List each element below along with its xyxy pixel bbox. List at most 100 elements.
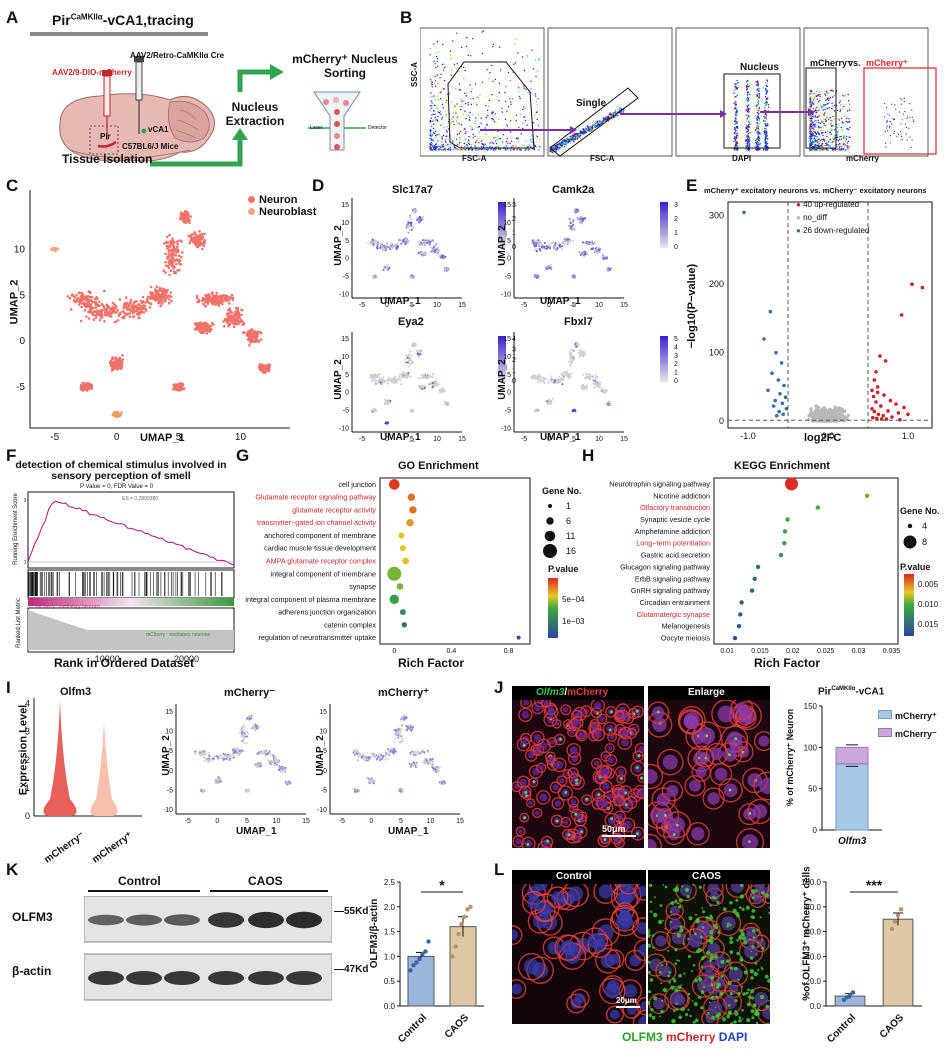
flow-event bbox=[476, 104, 478, 106]
flow-event bbox=[445, 115, 447, 117]
flow-ylabel: SSC-A bbox=[409, 62, 419, 87]
flow-event bbox=[537, 125, 540, 128]
flow-event bbox=[833, 110, 836, 112]
flow-event bbox=[442, 43, 444, 46]
flow-event bbox=[813, 128, 815, 131]
flow-event bbox=[432, 147, 435, 149]
flow-event bbox=[441, 137, 443, 139]
c-ytick: 10 bbox=[14, 245, 26, 256]
c-cell bbox=[166, 264, 170, 268]
flow-event bbox=[463, 100, 465, 102]
flow-event bbox=[834, 149, 837, 151]
flow-event bbox=[460, 149, 462, 151]
flow-event bbox=[505, 140, 508, 143]
neg-gate-label: mCherry⁻ bbox=[810, 58, 852, 68]
flow-event bbox=[747, 129, 750, 131]
flow-event bbox=[524, 140, 527, 142]
flow-event bbox=[747, 93, 749, 96]
c-cell bbox=[135, 306, 138, 310]
flow-event bbox=[470, 90, 472, 93]
flow-event bbox=[568, 139, 570, 141]
flow-event bbox=[458, 139, 461, 141]
flow-event bbox=[815, 107, 817, 109]
flow-event bbox=[756, 119, 758, 121]
flow-event bbox=[570, 138, 572, 140]
flow-event bbox=[548, 151, 550, 153]
c-cell bbox=[203, 329, 207, 332]
flow-event bbox=[429, 47, 431, 50]
flow-event bbox=[431, 148, 433, 150]
flow-event bbox=[847, 149, 849, 151]
flow-event bbox=[734, 104, 736, 106]
flow-event bbox=[436, 82, 439, 84]
flow-event bbox=[468, 140, 471, 142]
flow-event bbox=[734, 96, 736, 98]
flow-event bbox=[601, 118, 603, 120]
flow-event bbox=[456, 104, 458, 106]
flow-event bbox=[517, 137, 520, 139]
c-cell bbox=[181, 251, 184, 254]
flow-event bbox=[823, 122, 825, 125]
flow-event bbox=[817, 126, 820, 128]
flow-event bbox=[518, 87, 520, 89]
flow-event bbox=[519, 113, 521, 115]
flow-event bbox=[748, 139, 750, 141]
flow-event bbox=[910, 146, 912, 149]
flow-event bbox=[832, 96, 834, 98]
flow-event bbox=[430, 147, 432, 150]
flow-event bbox=[587, 126, 590, 128]
flow-event bbox=[466, 36, 468, 39]
flow-event bbox=[467, 102, 469, 104]
flow-event bbox=[531, 49, 533, 51]
flow-event bbox=[499, 46, 501, 48]
flow-event bbox=[839, 109, 842, 111]
c-cell bbox=[163, 288, 166, 291]
flow-event bbox=[437, 92, 439, 95]
flow-event bbox=[813, 126, 816, 128]
c-cell bbox=[169, 291, 173, 294]
flow-event bbox=[899, 98, 901, 100]
flow-event bbox=[844, 147, 846, 149]
c-cell bbox=[145, 297, 149, 301]
flow-event bbox=[754, 140, 757, 142]
flow-event bbox=[573, 139, 576, 141]
flow-event bbox=[435, 67, 437, 69]
c-xtick: 0 bbox=[114, 432, 120, 443]
flow-event bbox=[442, 147, 444, 150]
flow-event bbox=[822, 145, 824, 147]
flow-event bbox=[756, 103, 758, 106]
flow-event bbox=[493, 137, 495, 139]
flow-event bbox=[766, 101, 768, 104]
flow-event bbox=[843, 105, 845, 108]
flow-event bbox=[745, 98, 747, 101]
flow-event bbox=[441, 118, 443, 120]
c-ytick: 0 bbox=[19, 336, 25, 347]
flow-event bbox=[448, 147, 450, 150]
flow-event bbox=[461, 46, 463, 49]
flow-event bbox=[509, 79, 512, 82]
flow-event bbox=[733, 145, 736, 148]
flow-event bbox=[746, 110, 749, 113]
c-cell bbox=[168, 233, 171, 237]
flow-event bbox=[840, 135, 842, 138]
panel-c-ylabel: UMAP_2 bbox=[8, 279, 21, 325]
d-cell bbox=[409, 216, 412, 219]
c-cell bbox=[89, 298, 93, 302]
flow-event bbox=[607, 117, 610, 119]
flow-xlabel-4: mCherry bbox=[846, 154, 879, 163]
flow-event bbox=[443, 126, 445, 128]
flow-event bbox=[605, 116, 607, 118]
flow-event bbox=[436, 99, 438, 101]
c-cell bbox=[204, 305, 208, 308]
flow-event bbox=[580, 132, 583, 134]
c-cell bbox=[248, 335, 252, 338]
flow-event bbox=[484, 148, 486, 150]
flow-event bbox=[468, 119, 471, 122]
flow-event bbox=[735, 128, 737, 130]
c-cell bbox=[231, 298, 235, 302]
flow-event bbox=[481, 148, 483, 151]
flow-event bbox=[734, 148, 736, 151]
c-cell bbox=[114, 306, 118, 309]
flow-event bbox=[460, 105, 463, 108]
pos-gate-label: mCherry⁺ bbox=[866, 58, 908, 68]
